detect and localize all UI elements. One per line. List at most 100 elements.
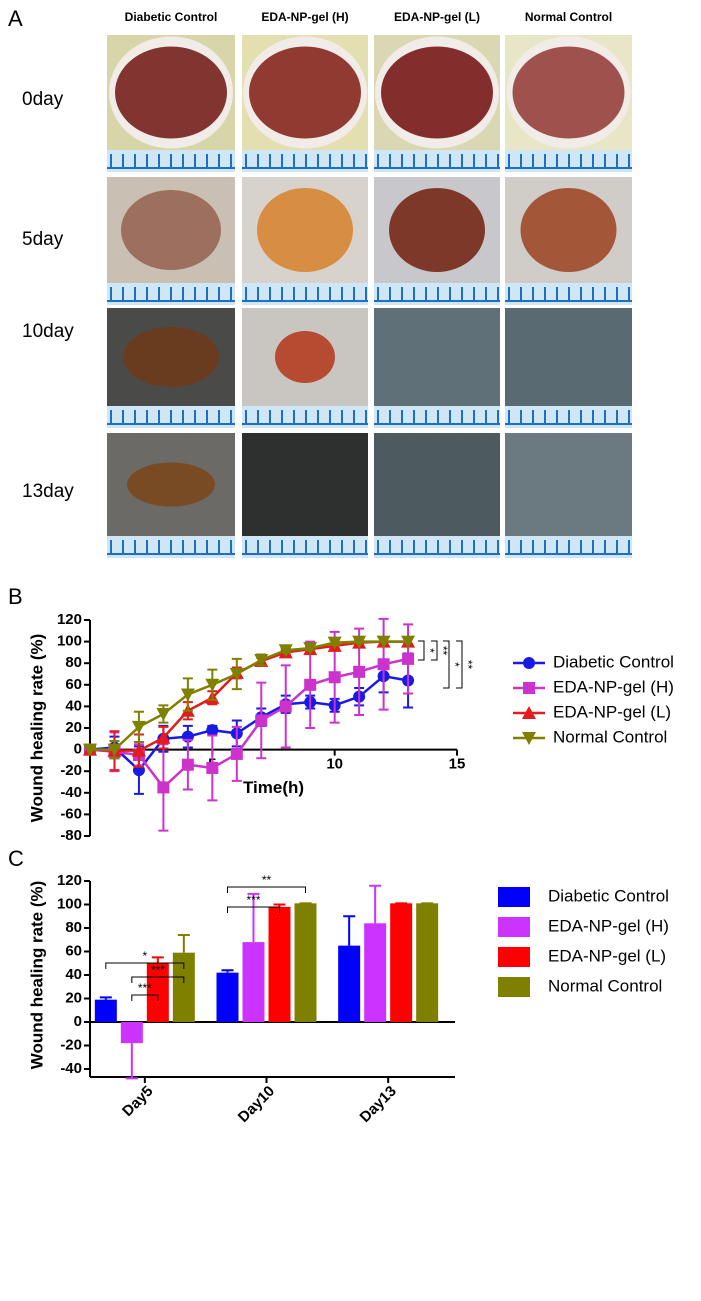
column-header: EDA-NP-gel (L) bbox=[394, 10, 480, 24]
bar bbox=[94, 999, 117, 1022]
tick-label: 120 bbox=[57, 872, 82, 889]
legend-label: EDA-NP-gel (H) bbox=[548, 916, 669, 935]
y-axis-label: Wound healing rate (%) bbox=[27, 634, 46, 823]
significance-label: *** bbox=[138, 981, 152, 995]
legend-label: EDA-NP-gel (H) bbox=[553, 677, 674, 696]
legend-label: Normal Control bbox=[553, 727, 667, 746]
tick-label: 60 bbox=[65, 676, 82, 693]
wound bbox=[249, 46, 361, 139]
panel-label: B bbox=[8, 584, 23, 609]
tick-label: 100 bbox=[57, 895, 82, 912]
significance-label: *** bbox=[246, 893, 260, 907]
x-tick-label: Day10 bbox=[235, 1083, 278, 1126]
tick-label: -20 bbox=[60, 762, 82, 779]
wound-photo bbox=[505, 433, 632, 558]
tick-label: 120 bbox=[57, 611, 82, 628]
marker bbox=[83, 743, 97, 757]
significance-label: ** bbox=[461, 660, 475, 670]
marker bbox=[131, 743, 146, 757]
bar bbox=[120, 1022, 143, 1044]
marker bbox=[206, 724, 219, 737]
marker bbox=[156, 730, 171, 744]
legend-swatch bbox=[498, 977, 530, 997]
tick-label: 100 bbox=[57, 633, 82, 650]
tick-label: -60 bbox=[60, 805, 82, 822]
error-bar bbox=[151, 956, 164, 964]
row-label: 10day bbox=[22, 321, 74, 342]
marker bbox=[255, 714, 268, 727]
significance-label: ** bbox=[436, 646, 450, 656]
bar bbox=[294, 903, 317, 1022]
significance-bracket bbox=[105, 962, 185, 969]
wound bbox=[520, 188, 617, 272]
error-bar bbox=[247, 892, 260, 943]
significance-label: * bbox=[448, 662, 462, 667]
tick-label: 0 bbox=[74, 741, 82, 758]
tick-label: 0 bbox=[74, 1013, 82, 1030]
marker bbox=[181, 758, 194, 771]
significance-bracket bbox=[443, 640, 450, 689]
marker bbox=[328, 671, 341, 684]
significance-bracket bbox=[131, 976, 185, 983]
row-label: 5day bbox=[22, 229, 64, 250]
wound-photo bbox=[107, 433, 235, 558]
wound-photo bbox=[374, 177, 500, 305]
marker bbox=[229, 668, 244, 681]
marker bbox=[304, 678, 317, 691]
error-bar bbox=[343, 915, 356, 946]
wound-photo bbox=[374, 433, 500, 558]
legend-swatch bbox=[498, 887, 530, 907]
tick-label: 10 bbox=[326, 756, 343, 773]
tick-label: -40 bbox=[60, 784, 82, 801]
error-bar bbox=[177, 934, 190, 953]
legend-label: EDA-NP-gel (L) bbox=[548, 946, 666, 965]
error-bar bbox=[221, 969, 234, 973]
error-bar bbox=[99, 996, 112, 1000]
tick-label: -20 bbox=[60, 1036, 82, 1053]
bar bbox=[390, 903, 413, 1022]
legend-label: Normal Control bbox=[548, 976, 662, 995]
wound bbox=[257, 188, 353, 272]
tick-label: 20 bbox=[65, 989, 82, 1006]
error-bar bbox=[369, 884, 382, 924]
legend-label: EDA-NP-gel (L) bbox=[553, 702, 671, 721]
bar bbox=[338, 945, 361, 1022]
tick-label: 80 bbox=[65, 654, 82, 671]
significance-label: ** bbox=[262, 873, 272, 887]
column-header: Diabetic Control bbox=[125, 10, 218, 24]
legend-swatch bbox=[498, 947, 530, 967]
significance-bracket bbox=[456, 640, 463, 689]
tick-label: -40 bbox=[60, 1060, 82, 1077]
error-bar bbox=[125, 1043, 138, 1080]
wound-photo bbox=[107, 35, 235, 172]
tick-label: 20 bbox=[65, 719, 82, 736]
x-tick-label: Day5 bbox=[119, 1083, 156, 1120]
column-header: Normal Control bbox=[525, 10, 612, 24]
panel-label: C bbox=[8, 846, 24, 871]
significance-label: * bbox=[142, 949, 147, 963]
x-axis-label: Time(h) bbox=[243, 778, 304, 797]
significance-bracket bbox=[431, 640, 438, 661]
marker bbox=[107, 743, 122, 757]
marker bbox=[278, 644, 293, 658]
bar bbox=[268, 906, 291, 1022]
significance-bracket bbox=[227, 906, 280, 913]
bar bbox=[146, 963, 169, 1022]
marker bbox=[303, 642, 318, 656]
marker bbox=[180, 688, 195, 702]
wound bbox=[121, 190, 221, 270]
wound-photo bbox=[505, 308, 632, 428]
bar bbox=[242, 942, 265, 1022]
wound bbox=[275, 331, 335, 383]
wound bbox=[115, 46, 227, 139]
wound-photo bbox=[242, 177, 368, 305]
tick-label: 40 bbox=[65, 966, 82, 983]
wound-photo bbox=[242, 433, 368, 558]
legend-marker bbox=[522, 706, 536, 719]
significance-label: * bbox=[423, 648, 437, 653]
legend-marker bbox=[522, 732, 536, 745]
wound-photo bbox=[242, 35, 368, 172]
legend-swatch bbox=[498, 917, 530, 937]
wound-photo bbox=[107, 308, 235, 428]
marker bbox=[230, 747, 243, 760]
